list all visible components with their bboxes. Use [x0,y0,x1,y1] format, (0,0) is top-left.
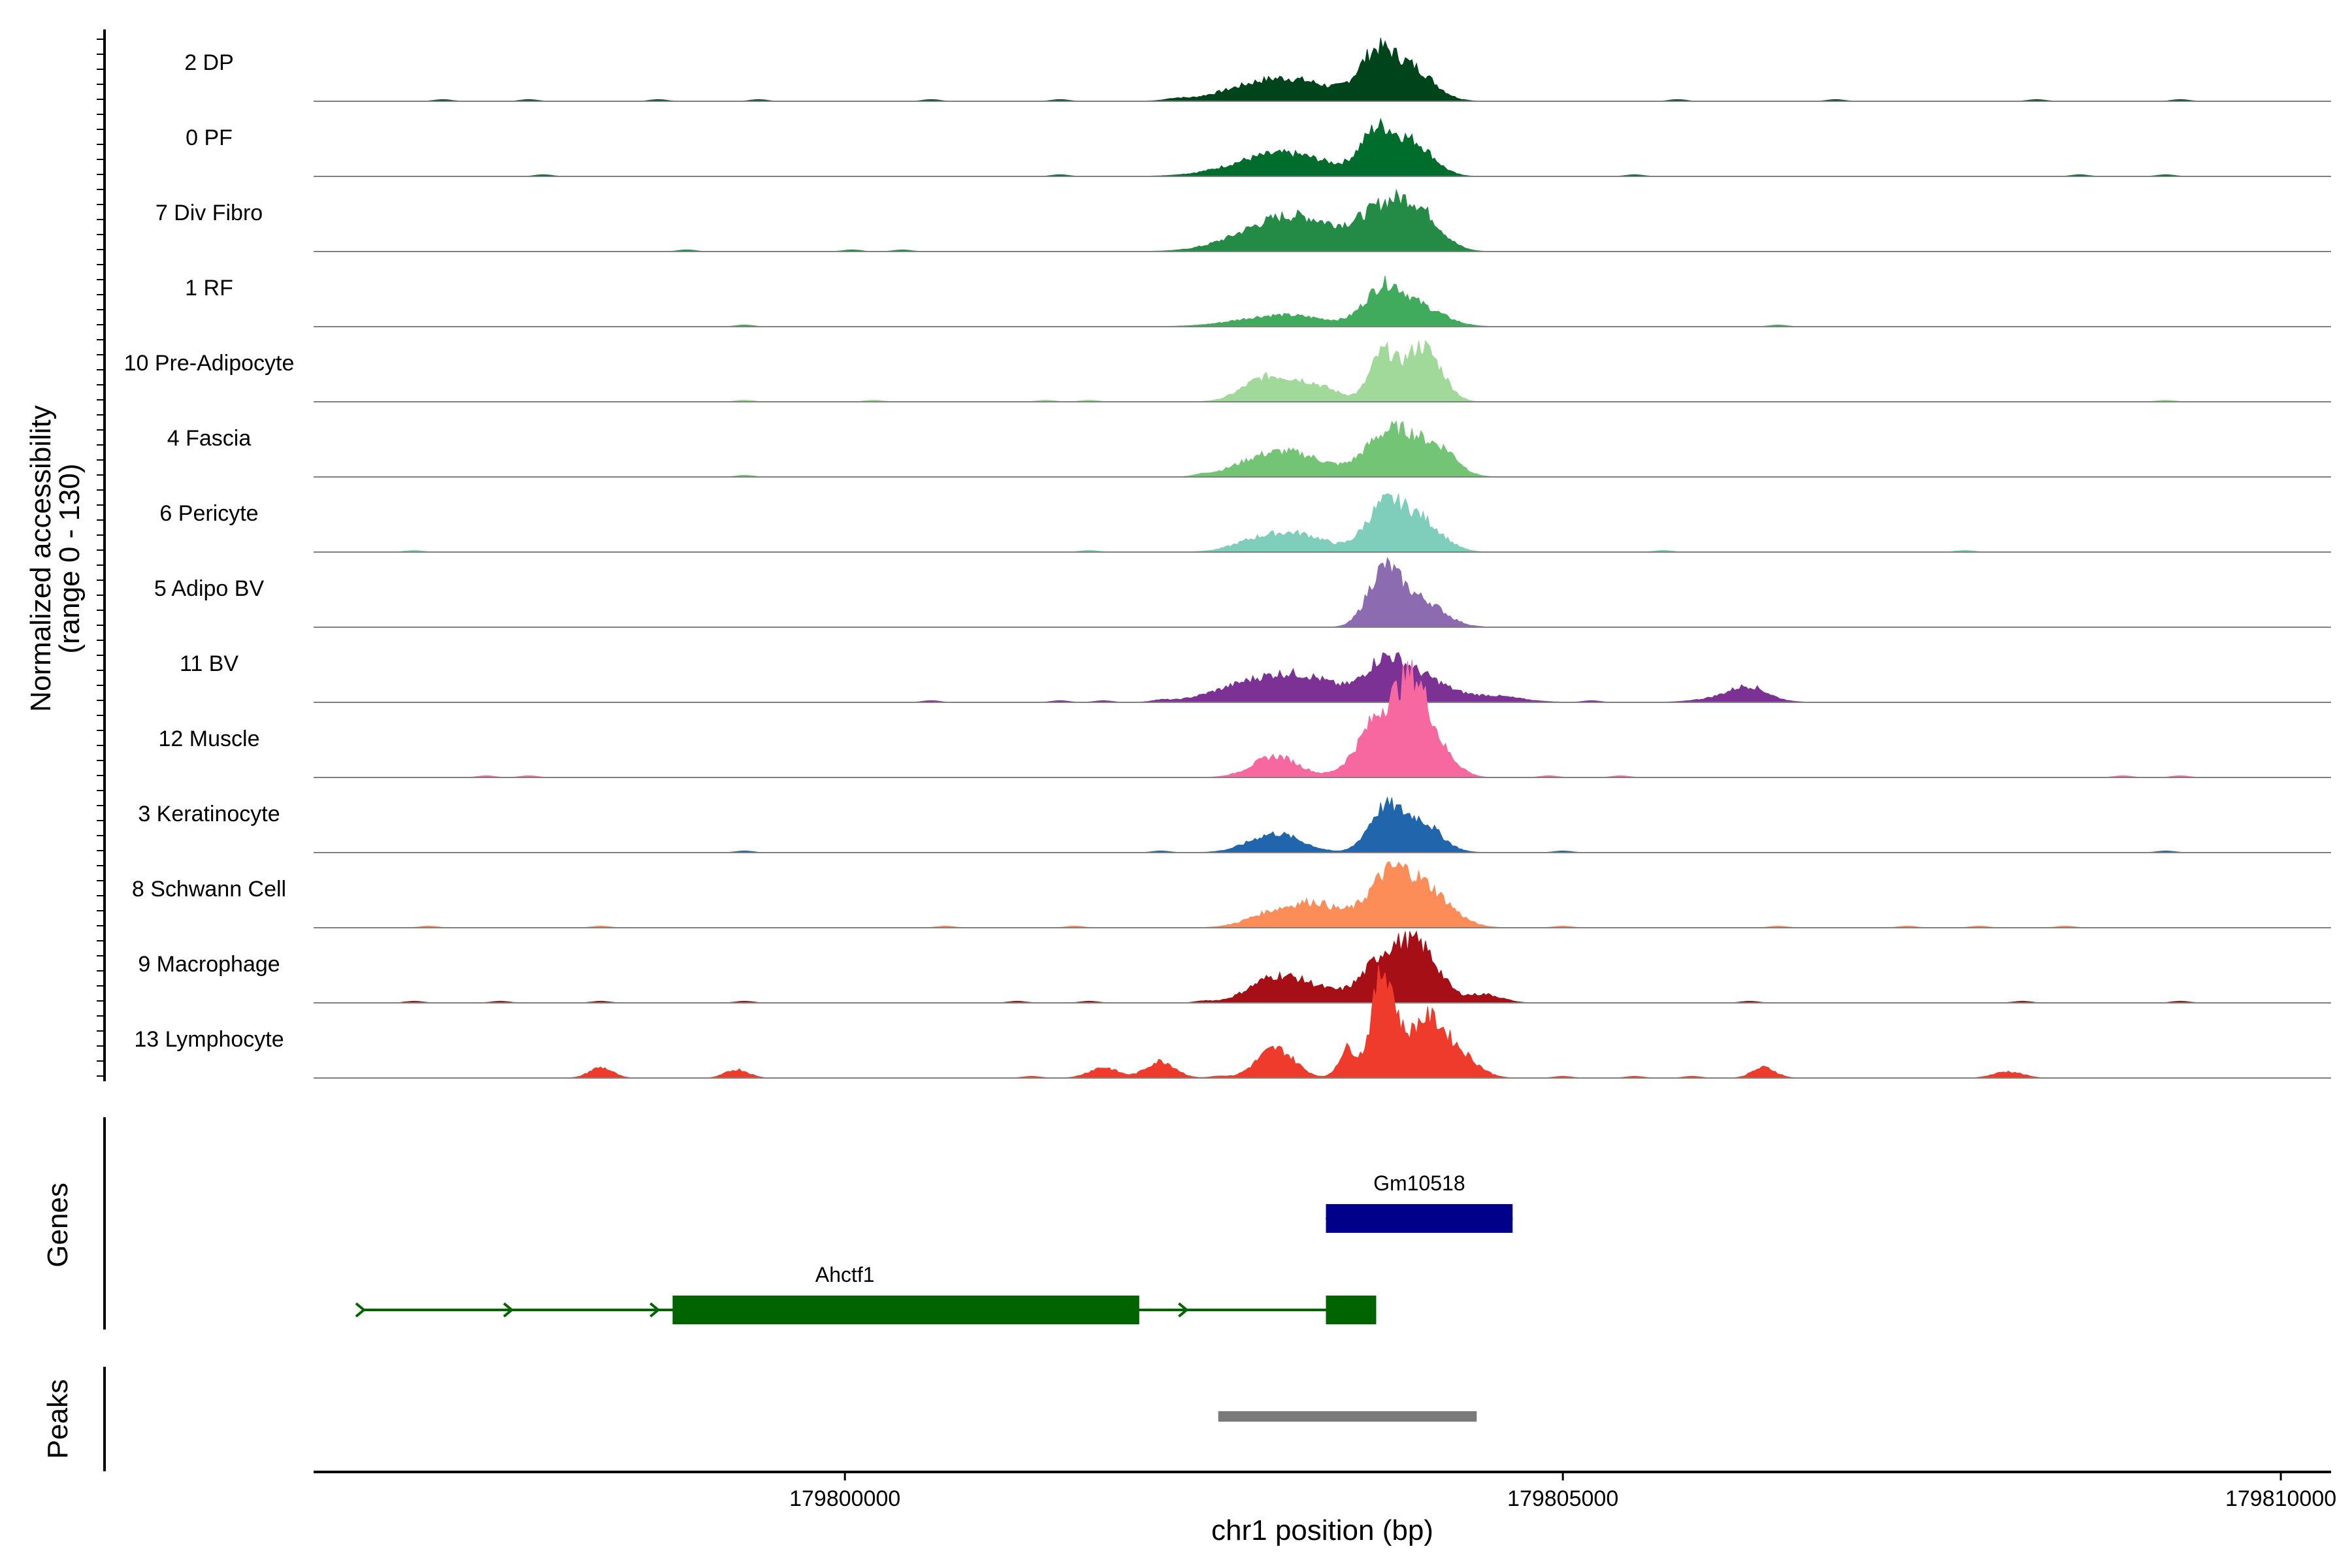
track-label: 8 Schwann Cell [132,877,286,902]
coverage-area [314,276,2331,327]
track: 6 Pericyte [159,493,2331,553]
track: 7 Div Fibro [155,188,2331,252]
track-label: 0 PF [186,125,233,150]
gene-name-label: Gm10518 [1373,1171,1465,1195]
coverage-area [314,188,2331,252]
x-tick-label: 179810000 [2225,1486,2336,1511]
track: 10 Pre-Adipocyte [124,340,2331,402]
track-label: 2 DP [184,50,234,75]
track-label: 11 BV [180,651,238,676]
coverage-area [314,651,2331,703]
track: 9 Macrophage [138,930,2331,1004]
coverage-area [314,930,2331,1004]
gene-model: Gm10518 [1325,1171,1513,1233]
coverage-area [314,493,2331,553]
track: 8 Schwann Cell [132,861,2331,928]
track-label: 13 Lymphocyte [134,1027,284,1052]
track-label: 5 Adipo BV [154,576,265,601]
track: 3 Keratinocyte [138,796,2331,853]
strand-arrow [649,1302,661,1318]
coverage-area [314,861,2331,928]
coverage-area [314,557,2331,628]
y-axis-title: Normalized accessibility (range 0 - 130) [25,405,86,711]
genes-panel: Genes Gm10518 Ahctf1 [42,1117,1513,1330]
track: 11 BV [180,651,2331,703]
strand-arrow [1178,1302,1189,1318]
track: 12 Muscle [159,659,2331,778]
track: 0 PF [186,118,2331,177]
x-tick-label: 179800000 [789,1486,900,1511]
genes-panel-label: Genes [42,1183,74,1267]
coverage-area [314,420,2331,478]
peaks-panel: Peaks [42,1367,1477,1471]
coverage-area [314,965,2331,1079]
track: 2 DP [184,37,2331,102]
track: 1 RF [185,276,2331,327]
gene-exon [1326,1296,1377,1324]
gene-exon [1326,1204,1513,1233]
coverage-area [314,796,2331,853]
peaks-panel-label: Peaks [42,1379,74,1459]
track-label: 6 Pericyte [159,501,258,526]
x-axis-title: chr1 position (bp) [1211,1514,1433,1546]
track-label: 9 Macrophage [138,952,280,977]
gene-model: Ahctf1 [355,1263,1377,1324]
y-axis-title-line1: Normalized accessibility [25,405,57,711]
coverage-tracks: 2 DP 0 PF 7 Div Fibro 1 RF 10 Pre-Adipocyte 4… [124,37,2331,1079]
track-label: 10 Pre-Adipocyte [124,351,295,376]
coverage-area [314,340,2331,402]
coverage-area [314,118,2331,177]
coverage-area [314,37,2331,102]
y-axis-title-line2: (range 0 - 130) [54,463,86,653]
track-label: 7 Div Fibro [155,201,263,225]
track: 13 Lymphocyte [134,965,2331,1079]
strand-arrow [503,1302,514,1318]
x-axis: chr1 position (bp) 179800000 179805000 179… [314,1471,2336,1546]
gene-exon [672,1296,1139,1324]
track-label: 4 Fascia [167,426,252,451]
y-axis [97,29,106,1081]
track-label: 12 Muscle [159,727,260,751]
track-label: 3 Keratinocyte [138,802,280,826]
x-tick-label: 179805000 [1507,1486,1618,1511]
strand-arrow [355,1302,367,1318]
track-label: 1 RF [185,276,233,301]
gene-name-label: Ahctf1 [815,1263,875,1286]
track: 4 Fascia [167,420,2331,478]
track: 5 Adipo BV [154,557,2331,628]
peak-bar [1218,1411,1477,1422]
